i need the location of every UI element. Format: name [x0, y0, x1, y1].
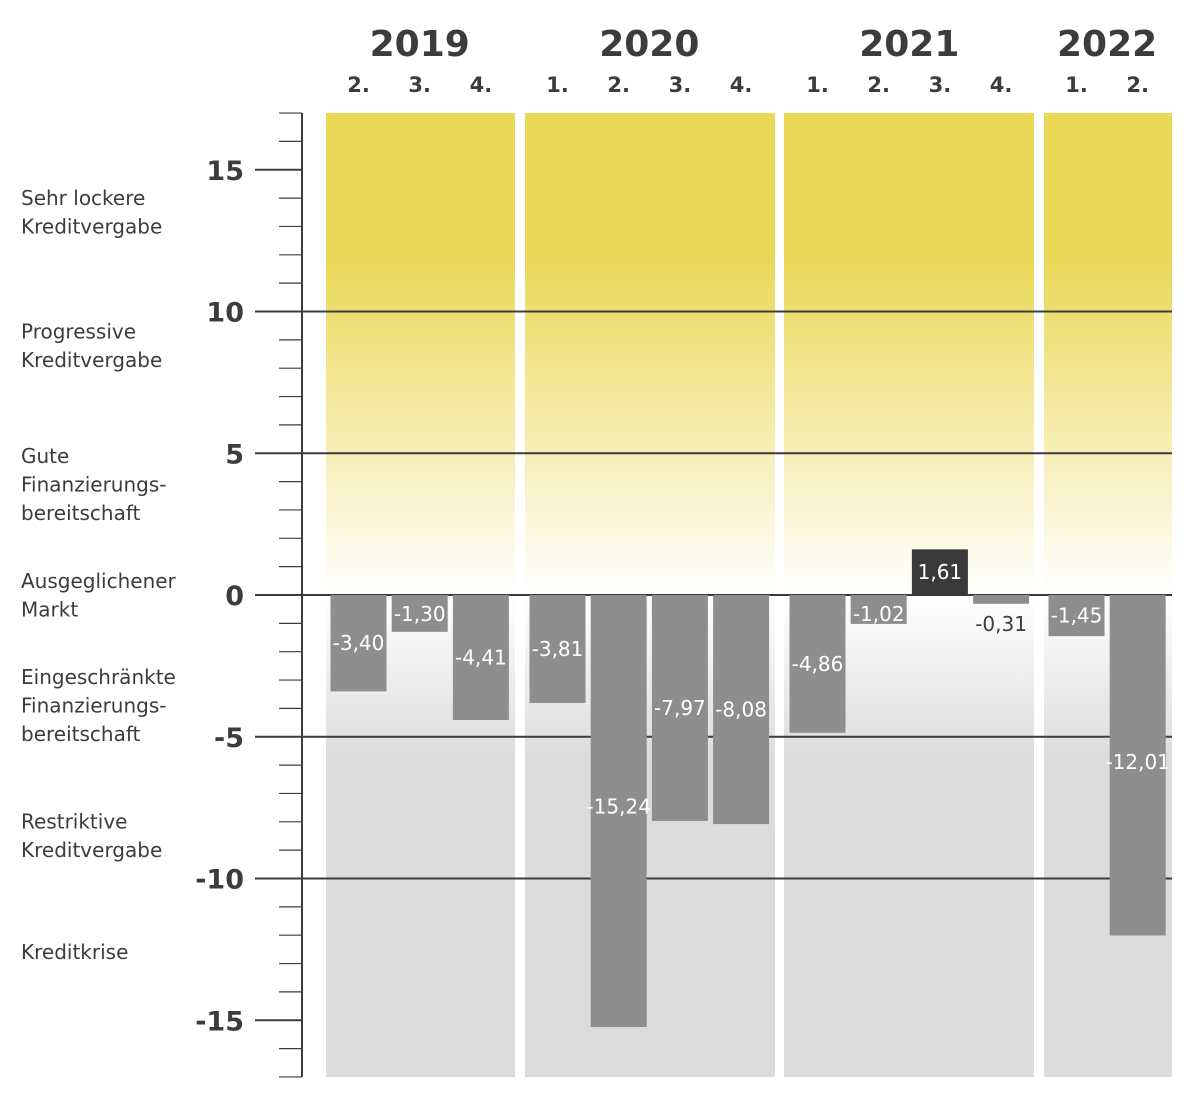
bar	[529, 595, 586, 704]
quarter-label: 4.	[990, 73, 1013, 97]
y-tick-label: 5	[225, 439, 244, 470]
y-tick-label: -10	[195, 865, 244, 896]
bar-value-label: -4,86	[792, 652, 844, 676]
quarter-label: 3.	[408, 73, 431, 97]
band-label-line: Ausgeglichener	[21, 569, 177, 593]
bar-value-label: -3,81	[532, 637, 584, 661]
y-axis: 15 10 5 0 -5 -10 -15	[195, 112, 303, 1078]
quarter-label: 4.	[730, 73, 753, 97]
bar	[1109, 595, 1166, 936]
y-tick-label: -15	[195, 1006, 244, 1037]
band-label: Progressive Kreditvergabe	[21, 319, 162, 372]
y-tick-label: 10	[206, 298, 244, 329]
bar-value-label: -15,24	[586, 795, 650, 819]
band-label: Sehr lockere Kreditvergabe	[21, 186, 162, 239]
bar	[330, 595, 387, 692]
bar-value-label: -4,41	[455, 646, 507, 670]
quarter-label: 3.	[669, 73, 692, 97]
bar-value-label: -8,08	[715, 698, 767, 722]
band-label: Kreditkrise	[21, 940, 128, 964]
bar-value-label: -1,30	[394, 602, 446, 626]
bars: -3,40 -1,30 -4,41 -3,81 -15,24 -7,97 -8,08 -4,8…	[330, 549, 1170, 1028]
y-tick-label: 0	[225, 581, 244, 612]
quarter-label: 2.	[607, 73, 630, 97]
bar-value-label: 1,61	[918, 560, 963, 584]
bar-value-label: -1,02	[853, 602, 905, 626]
bar	[452, 595, 509, 721]
year-label: 2021	[859, 24, 959, 65]
band-labels: Sehr lockere Kreditvergabe Progressive Kred…	[21, 186, 177, 964]
bar	[1048, 595, 1105, 637]
year-label: 2019	[370, 24, 470, 65]
band-label-line: Finanzierungs-	[21, 472, 166, 496]
bar	[651, 595, 708, 821]
y-tick-label: 15	[206, 156, 244, 187]
quarter-label: 1.	[1065, 73, 1088, 97]
band-label: Eingeschränkte Finanzierungs-bereitschaft	[21, 665, 176, 746]
quarter-label: 2.	[1126, 73, 1149, 97]
band-label-line: Progressive	[21, 319, 136, 343]
band-label-line: Sehr lockere	[21, 186, 145, 210]
bar-value-label: -0,31	[975, 612, 1027, 636]
bar-value-label: -3,40	[333, 631, 385, 655]
band-label: Gute Finanzierungs-bereitschaft	[21, 444, 166, 525]
band-label-line: Gute	[21, 444, 69, 468]
bar	[850, 595, 907, 624]
quarter-label: 2.	[347, 73, 370, 97]
quarter-label: 3.	[929, 73, 952, 97]
quarter-label: 1.	[546, 73, 569, 97]
bar	[973, 595, 1030, 604]
bar-value-label: -7,97	[654, 696, 706, 720]
band-label-line: bereitschaft	[21, 722, 141, 746]
band-label-line: Kreditvergabe	[21, 215, 162, 239]
bar-value-label: -1,45	[1051, 604, 1103, 628]
band-label-line: Finanzierungs-	[21, 694, 166, 718]
y-tick-label: -5	[214, 723, 244, 754]
band-label: Restriktive Kreditvergabe	[21, 810, 162, 863]
bar	[391, 595, 448, 632]
bar-value-label: -12,01	[1105, 750, 1169, 774]
bar	[789, 595, 846, 733]
band-label-line: bereitschaft	[21, 501, 141, 525]
band-label-line: Kreditvergabe	[21, 838, 162, 862]
bar	[713, 595, 770, 825]
band-label-line: Kreditkrise	[21, 940, 128, 964]
year-label: 2020	[599, 24, 699, 65]
band-label-line: Eingeschränkte	[21, 665, 176, 689]
bar	[911, 549, 968, 595]
year-label: 2022	[1057, 24, 1157, 65]
band-label-line: Restriktive	[21, 810, 127, 834]
bar	[590, 595, 647, 1028]
quarter-label: 4.	[470, 73, 493, 97]
quarter-label: 2.	[867, 73, 890, 97]
band-label-line: Markt	[21, 597, 78, 621]
quarter-label: 1.	[806, 73, 829, 97]
band-label-line: Kreditvergabe	[21, 348, 162, 372]
band-label: Ausgeglichener Markt	[21, 569, 177, 622]
